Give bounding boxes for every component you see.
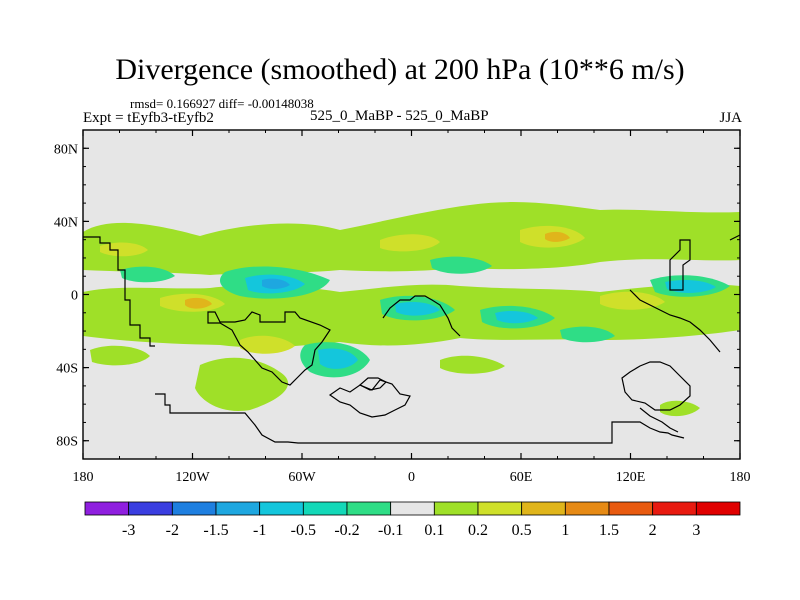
lat-tick-label: 40N	[54, 215, 78, 230]
colorbar-swatch	[695, 501, 741, 516]
colorbar-swatch	[128, 501, 173, 516]
coastline-north-america	[83, 236, 155, 347]
lon-tick-label: 120W	[175, 470, 210, 485]
coastline-africa	[382, 295, 461, 337]
coastline-antarctica	[155, 393, 685, 444]
coastline	[83, 234, 740, 444]
colorbar-swatch	[171, 501, 217, 516]
colorbar-swatch	[346, 501, 392, 516]
colorbar-label: -0.5	[291, 522, 316, 539]
field-blob	[380, 234, 440, 252]
colorbar: -3 -2 -1.5 -1 -0.5 -0.2 -0.1 0.1 0.2 0.5 1 1.5 2 3	[84, 501, 741, 539]
colorbar-label: -2	[166, 522, 179, 539]
colorbar-label: 0.1	[424, 522, 444, 539]
colorbar-label: 0.2	[468, 522, 488, 539]
colorbar-swatch	[302, 501, 348, 516]
colorbar-swatch	[215, 501, 261, 516]
stats-text: rmsd= 0.166927 diff= -0.00148038	[130, 96, 314, 111]
field-blob	[120, 266, 175, 283]
colorbar-label: -3	[122, 522, 135, 539]
lon-tick-label: 180	[73, 470, 94, 485]
field-blob	[195, 357, 289, 411]
colorbar-label: 1.5	[599, 522, 619, 539]
coastline-asia	[629, 289, 721, 353]
lat-tick-label: 80S	[56, 435, 78, 450]
coastline-island	[358, 377, 388, 391]
colorbar-label: -1.5	[203, 522, 228, 539]
lon-tick-label: 60E	[510, 470, 533, 485]
colorbar-label: 0.5	[512, 522, 532, 539]
colorbar-swatch	[84, 501, 130, 516]
divergence-field	[83, 202, 740, 417]
lat-tick-label: 80N	[54, 142, 78, 157]
lon-tick-label: 0	[408, 470, 415, 485]
experiment-text: Expt = tEyfb3-tEyfb2	[83, 110, 214, 126]
colorbar-label: 2	[649, 522, 657, 539]
lon-tick-label: 60W	[288, 470, 316, 485]
colorbar-swatch	[608, 501, 654, 516]
coastline-australia	[621, 361, 691, 411]
field-blob	[660, 400, 700, 417]
coastline-south-america	[207, 311, 331, 386]
field-blob	[395, 302, 440, 316]
field-blob	[240, 335, 295, 354]
colorbar-label: -1	[253, 522, 266, 539]
field-blob	[318, 348, 358, 369]
field-blob	[100, 242, 148, 257]
colorbar-swatch	[433, 501, 479, 516]
lon-tick-label: 180	[730, 470, 751, 485]
chart-title: Divergence (smoothed) at 200 hPa (10**6 …	[115, 53, 685, 86]
colorbar-label: 1	[561, 522, 569, 539]
colorbar-label: -0.1	[378, 522, 403, 539]
colorbar-swatch	[259, 501, 304, 516]
lat-tick-label: 40S	[56, 362, 78, 377]
colorbar-swatch	[477, 501, 523, 516]
field-blob	[600, 291, 665, 310]
colorbar-swatch	[521, 501, 566, 516]
colorbar-label: 3	[692, 522, 700, 539]
field-blob	[90, 345, 150, 366]
lat-tick-label: 0	[71, 289, 78, 304]
field-blob	[560, 326, 615, 343]
coastline-asia	[729, 234, 740, 241]
colorbar-label: -0.2	[334, 522, 359, 539]
coastline-australia	[639, 407, 679, 433]
coastline-island	[328, 379, 411, 418]
field-blob	[185, 297, 212, 309]
axes: 80N 40N 0 40S 80S 180 120W 60W 0 60E 120E 180	[54, 129, 751, 485]
colorbar-swatch	[564, 501, 610, 516]
case-text: 525_0_MaBP - 525_0_MaBP	[310, 108, 489, 124]
season-label: JJA	[719, 110, 742, 126]
field-blob	[440, 355, 505, 374]
colorbar-swatch	[390, 501, 435, 516]
field-blob	[545, 231, 570, 242]
field-blob	[495, 310, 538, 324]
coastline-asia	[669, 239, 691, 291]
field-blob	[430, 256, 492, 274]
lon-tick-label: 120E	[616, 470, 646, 485]
field-blob	[262, 278, 290, 289]
colorbar-swatch	[652, 501, 697, 516]
